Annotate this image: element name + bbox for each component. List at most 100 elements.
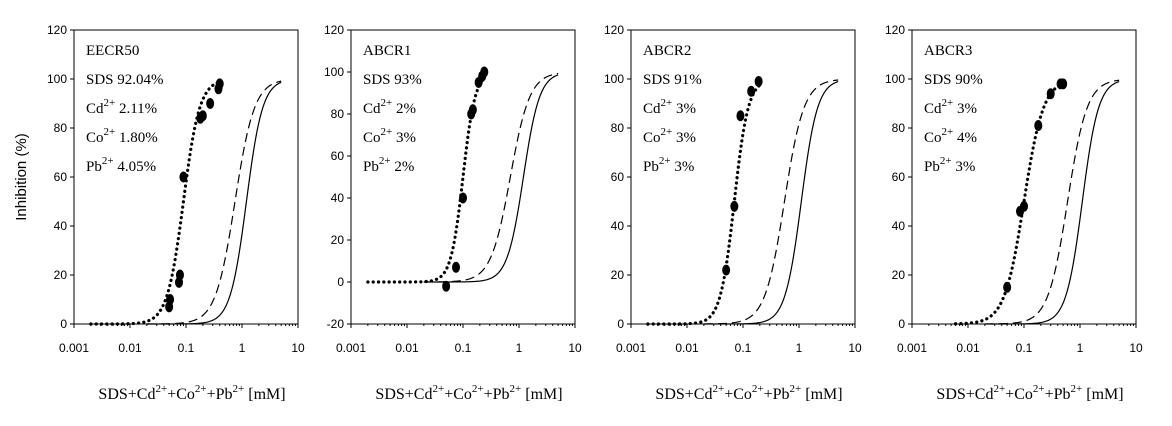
data-point xyxy=(198,110,207,122)
annotation-text: Co xyxy=(86,130,104,146)
annotation-text: 2% xyxy=(391,159,415,175)
data-point xyxy=(166,294,175,305)
legend-annotation-line: Co2+ 3% xyxy=(643,126,696,146)
x-tick-label: 0.001 xyxy=(616,341,646,355)
curve-dotted xyxy=(89,80,222,326)
legend-annotation-line: Co2+ 1.80% xyxy=(86,126,158,146)
x-tick-label: 0.001 xyxy=(897,341,927,355)
y-tick-label: 0 xyxy=(898,317,905,331)
annotation-text: Co xyxy=(363,130,381,146)
data-point xyxy=(1059,78,1068,90)
x-tick-label: 0.01 xyxy=(118,341,142,355)
x-tick-label: 0.01 xyxy=(395,341,419,355)
x-axis-label-text: SDS+Cd xyxy=(655,386,712,403)
legend-annotation-line: Co2+ 4% xyxy=(924,126,977,146)
annotation-text: Cd xyxy=(924,101,942,117)
annotation-text: 3% xyxy=(392,130,416,146)
annotation-superscript: 2+ xyxy=(661,126,673,138)
y-tick-label: 80 xyxy=(892,121,906,135)
x-axis-label-text: [mM] xyxy=(521,386,562,403)
y-tick-label: 100 xyxy=(324,65,344,79)
curve-dashed xyxy=(423,72,559,283)
legend-annotation-line: Cd2+ 3% xyxy=(924,97,977,117)
x-axis-label-text: +Pb xyxy=(1045,386,1071,403)
curve-solid xyxy=(423,74,559,283)
y-tick-label: 60 xyxy=(611,170,625,184)
annotation-superscript: 2+ xyxy=(661,97,673,109)
y-tick-label: 60 xyxy=(331,149,345,163)
annotation-superscript: 2+ xyxy=(381,97,393,109)
data-point xyxy=(730,200,739,212)
legend-annotation-line: Pb2+ 3% xyxy=(924,155,975,175)
y-tick-label: 100 xyxy=(604,72,624,86)
annotation-text: Cd xyxy=(643,101,661,117)
curve-solid xyxy=(984,81,1120,325)
annotation-text: SDS 92.04% xyxy=(86,72,164,88)
x-tick-label: 10 xyxy=(291,341,305,355)
curve-dotted xyxy=(646,83,762,326)
annotation-superscript: 2+ xyxy=(379,155,391,167)
x-axis-label-superscript: 2+ xyxy=(155,383,167,395)
data-point xyxy=(459,192,467,204)
annotation-text: Pb xyxy=(86,159,102,175)
legend-annotation-line: ABCR2 xyxy=(643,43,691,59)
x-axis-label-superscript: 2+ xyxy=(195,383,207,395)
x-axis-label-superscript: 2+ xyxy=(790,383,802,395)
annotation-text: 3% xyxy=(671,159,695,175)
y-tick-label: 120 xyxy=(47,23,67,37)
legend-annotation-line: EECR50 xyxy=(86,43,139,59)
data-point xyxy=(754,75,763,87)
annotation-text: 3% xyxy=(953,101,977,117)
data-point xyxy=(452,261,461,273)
curve-dotted xyxy=(953,81,1065,326)
x-axis-label-text: +Pb xyxy=(207,386,233,403)
legend-annotation-line: SDS 91% xyxy=(643,72,702,88)
annotation-superscript: 2+ xyxy=(942,97,954,109)
data-point xyxy=(736,110,745,122)
annotation-superscript: 2+ xyxy=(659,155,671,167)
y-tick-label: 0 xyxy=(617,317,624,331)
data-point xyxy=(468,104,477,116)
x-tick-label: 10 xyxy=(848,341,862,355)
x-axis-label-text: [mM] xyxy=(801,386,842,403)
legend-annotation-line: Cd2+ 2.11% xyxy=(86,97,157,117)
data-point xyxy=(175,269,184,281)
annotation-text: 2.11% xyxy=(115,101,157,117)
y-tick-label: 20 xyxy=(331,233,345,247)
annotation-text: Pb xyxy=(643,159,659,175)
legend-annotation-line: Cd2+ 2% xyxy=(363,97,416,117)
x-axis-label-superscript: 2+ xyxy=(993,383,1005,395)
annotation-superscript: 2+ xyxy=(102,155,114,167)
legend-annotation-line: Co2+ 3% xyxy=(363,126,416,146)
y-tick-label: 0 xyxy=(60,317,67,331)
y-tick-label: 40 xyxy=(331,191,345,205)
legend-annotation-line: SDS 90% xyxy=(924,72,983,88)
annotation-superscript: 2+ xyxy=(104,126,116,138)
x-tick-label: 0.1 xyxy=(455,341,472,355)
x-axis-label-superscript: 2+ xyxy=(432,383,444,395)
x-axis-label-superscript: 2+ xyxy=(712,383,724,395)
annotation-text: SDS 93% xyxy=(363,72,422,88)
y-tick-label: 0 xyxy=(337,275,344,289)
y-tick-label: 40 xyxy=(611,219,625,233)
curve-dashed xyxy=(703,79,839,325)
y-tick-label: -20 xyxy=(327,317,345,331)
y-tick-label: 40 xyxy=(892,219,906,233)
x-axis-label: SDS+Cd2++Co2++Pb2+ [mM] xyxy=(98,383,285,403)
annotation-text: 1.80% xyxy=(115,130,158,146)
x-axis-label: SDS+Cd2++Co2++Pb2+ [mM] xyxy=(936,383,1123,403)
annotation-text: Cd xyxy=(363,101,381,117)
data-point xyxy=(179,171,188,183)
data-point xyxy=(722,264,731,276)
x-axis-label-text: SDS+Cd xyxy=(98,386,155,403)
y-axis-label: Inhibition (%) xyxy=(13,133,30,221)
x-axis-label-superscript: 2+ xyxy=(472,383,484,395)
y-tick-label: 20 xyxy=(54,268,68,282)
x-axis-label-superscript: 2+ xyxy=(233,383,245,395)
x-axis-label-text: [mM] xyxy=(244,386,285,403)
x-axis-label-text: [mM] xyxy=(1082,386,1123,403)
legend-annotation-line: Cd2+ 3% xyxy=(643,97,696,117)
annotation-superscript: 2+ xyxy=(942,126,954,138)
x-tick-label: 1 xyxy=(239,341,246,355)
